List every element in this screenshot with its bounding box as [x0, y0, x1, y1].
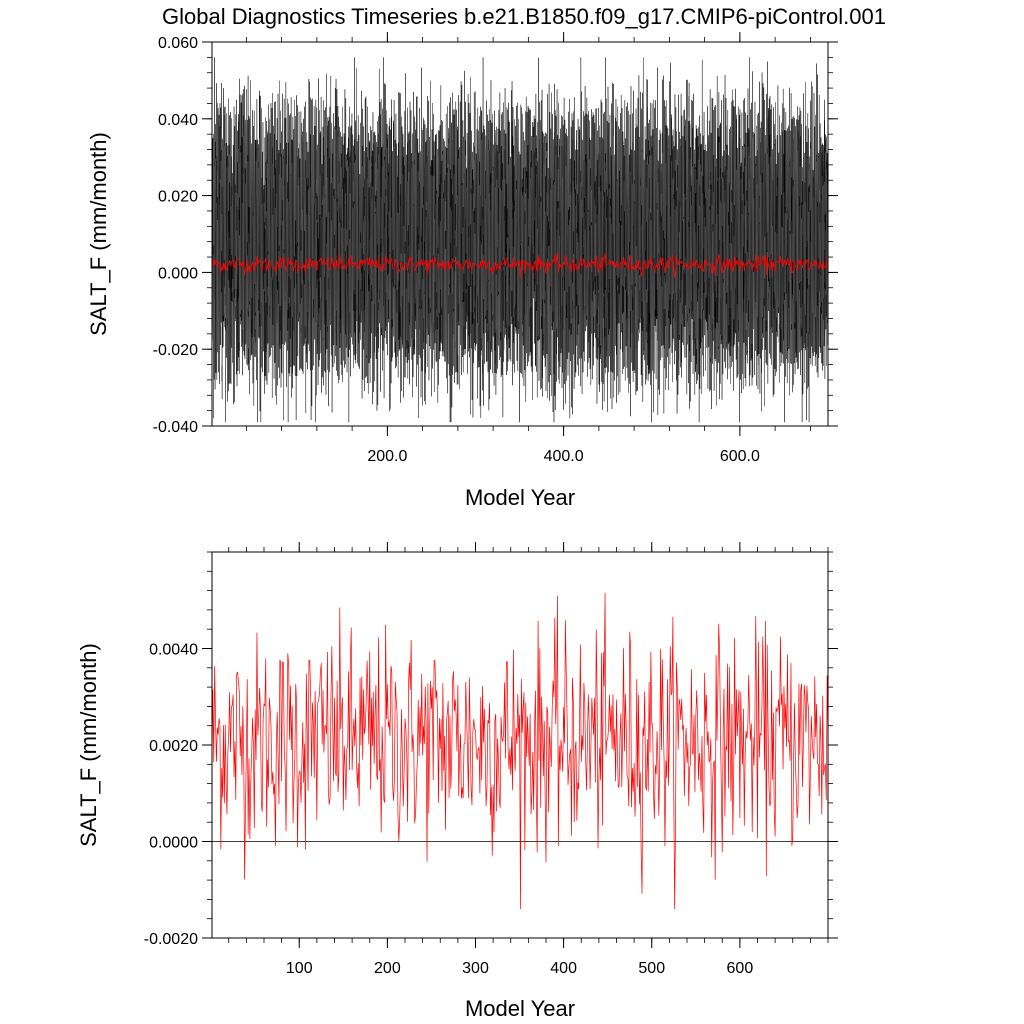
top-chart-monthly-line	[211, 57, 829, 423]
top-chart-ytick-label: 0.020	[158, 189, 198, 206]
top-chart-ytick-label: 0.000	[158, 265, 198, 282]
bottom-chart-series	[211, 592, 829, 910]
bottom-chart-ytick-label: 0.0020	[149, 738, 198, 755]
top-chart: -0.040 -0.020 0.000 0.020 0.040 0.060 200.0 400…	[86, 32, 838, 510]
bottom-chart-xtick-label: 200	[374, 960, 401, 977]
figure-title: Global Diagnostics Timeseries b.e21.B185…	[162, 4, 886, 29]
top-chart-ytick-label: 0.060	[158, 35, 198, 52]
top-chart-ytick-label: -0.040	[153, 419, 198, 436]
bottom-chart-ticks: -0.0020 0.0000 0.0020 0.0040 100 200 300 400 500…	[144, 542, 838, 977]
bottom-chart-ytick-label: -0.0020	[144, 931, 198, 948]
bottom-chart-xtick-label: 500	[638, 960, 665, 977]
top-chart-xtick-label: 400.0	[544, 448, 584, 465]
top-chart-xtick-label: 200.0	[367, 448, 407, 465]
top-chart-ytick-label: -0.020	[153, 342, 198, 359]
bottom-chart: -0.0020 0.0000 0.0020 0.0040 100 200 300 400 500…	[76, 542, 838, 1021]
top-chart-xtick-label: 600.0	[720, 448, 760, 465]
bottom-chart-ytick-label: 0.0000	[149, 835, 198, 852]
bottom-chart-ylabel: SALT_F (mm/month)	[76, 643, 101, 847]
top-chart-series	[211, 57, 829, 423]
bottom-chart-annual-line	[211, 592, 829, 910]
bottom-chart-ytick-label: 0.0040	[149, 642, 198, 659]
bottom-chart-xlabel: Model Year	[465, 996, 575, 1021]
top-chart-ticks: -0.040 -0.020 0.000 0.020 0.040 0.060 200.0 400…	[153, 32, 838, 465]
bottom-chart-xtick-label: 100	[286, 960, 313, 977]
top-chart-ylabel: SALT_F (mm/month)	[86, 132, 111, 336]
bottom-chart-xtick-label: 400	[550, 960, 577, 977]
top-chart-annual-line	[211, 252, 829, 278]
top-chart-frame	[211, 41, 829, 427]
top-chart-xlabel: Model Year	[465, 485, 575, 510]
top-chart-ytick-label: 0.040	[158, 112, 198, 129]
bottom-chart-xtick-label: 600	[727, 960, 754, 977]
bottom-chart-xtick-label: 300	[462, 960, 489, 977]
